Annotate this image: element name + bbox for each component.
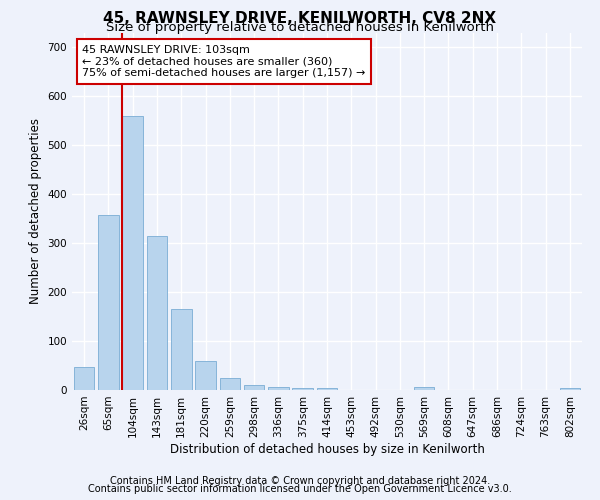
Bar <box>146 236 167 390</box>
Y-axis label: Number of detached properties: Number of detached properties <box>29 118 42 304</box>
Bar <box>244 384 265 390</box>
Text: Contains public sector information licensed under the Open Government Licence v3: Contains public sector information licen… <box>88 484 512 494</box>
Bar <box>220 378 240 390</box>
Bar <box>560 388 580 390</box>
Text: 45, RAWNSLEY DRIVE, KENILWORTH, CV8 2NX: 45, RAWNSLEY DRIVE, KENILWORTH, CV8 2NX <box>103 11 497 26</box>
X-axis label: Distribution of detached houses by size in Kenilworth: Distribution of detached houses by size … <box>170 442 484 456</box>
Bar <box>317 388 337 390</box>
Bar <box>122 116 143 390</box>
Text: Size of property relative to detached houses in Kenilworth: Size of property relative to detached ho… <box>106 22 494 35</box>
Text: 45 RAWNSLEY DRIVE: 103sqm
← 23% of detached houses are smaller (360)
75% of semi: 45 RAWNSLEY DRIVE: 103sqm ← 23% of detac… <box>82 45 365 78</box>
Bar <box>414 386 434 390</box>
Bar <box>292 388 313 390</box>
Bar <box>98 215 119 390</box>
Bar <box>74 367 94 390</box>
Text: Contains HM Land Registry data © Crown copyright and database right 2024.: Contains HM Land Registry data © Crown c… <box>110 476 490 486</box>
Bar <box>171 309 191 390</box>
Bar <box>195 360 216 390</box>
Bar <box>268 386 289 390</box>
